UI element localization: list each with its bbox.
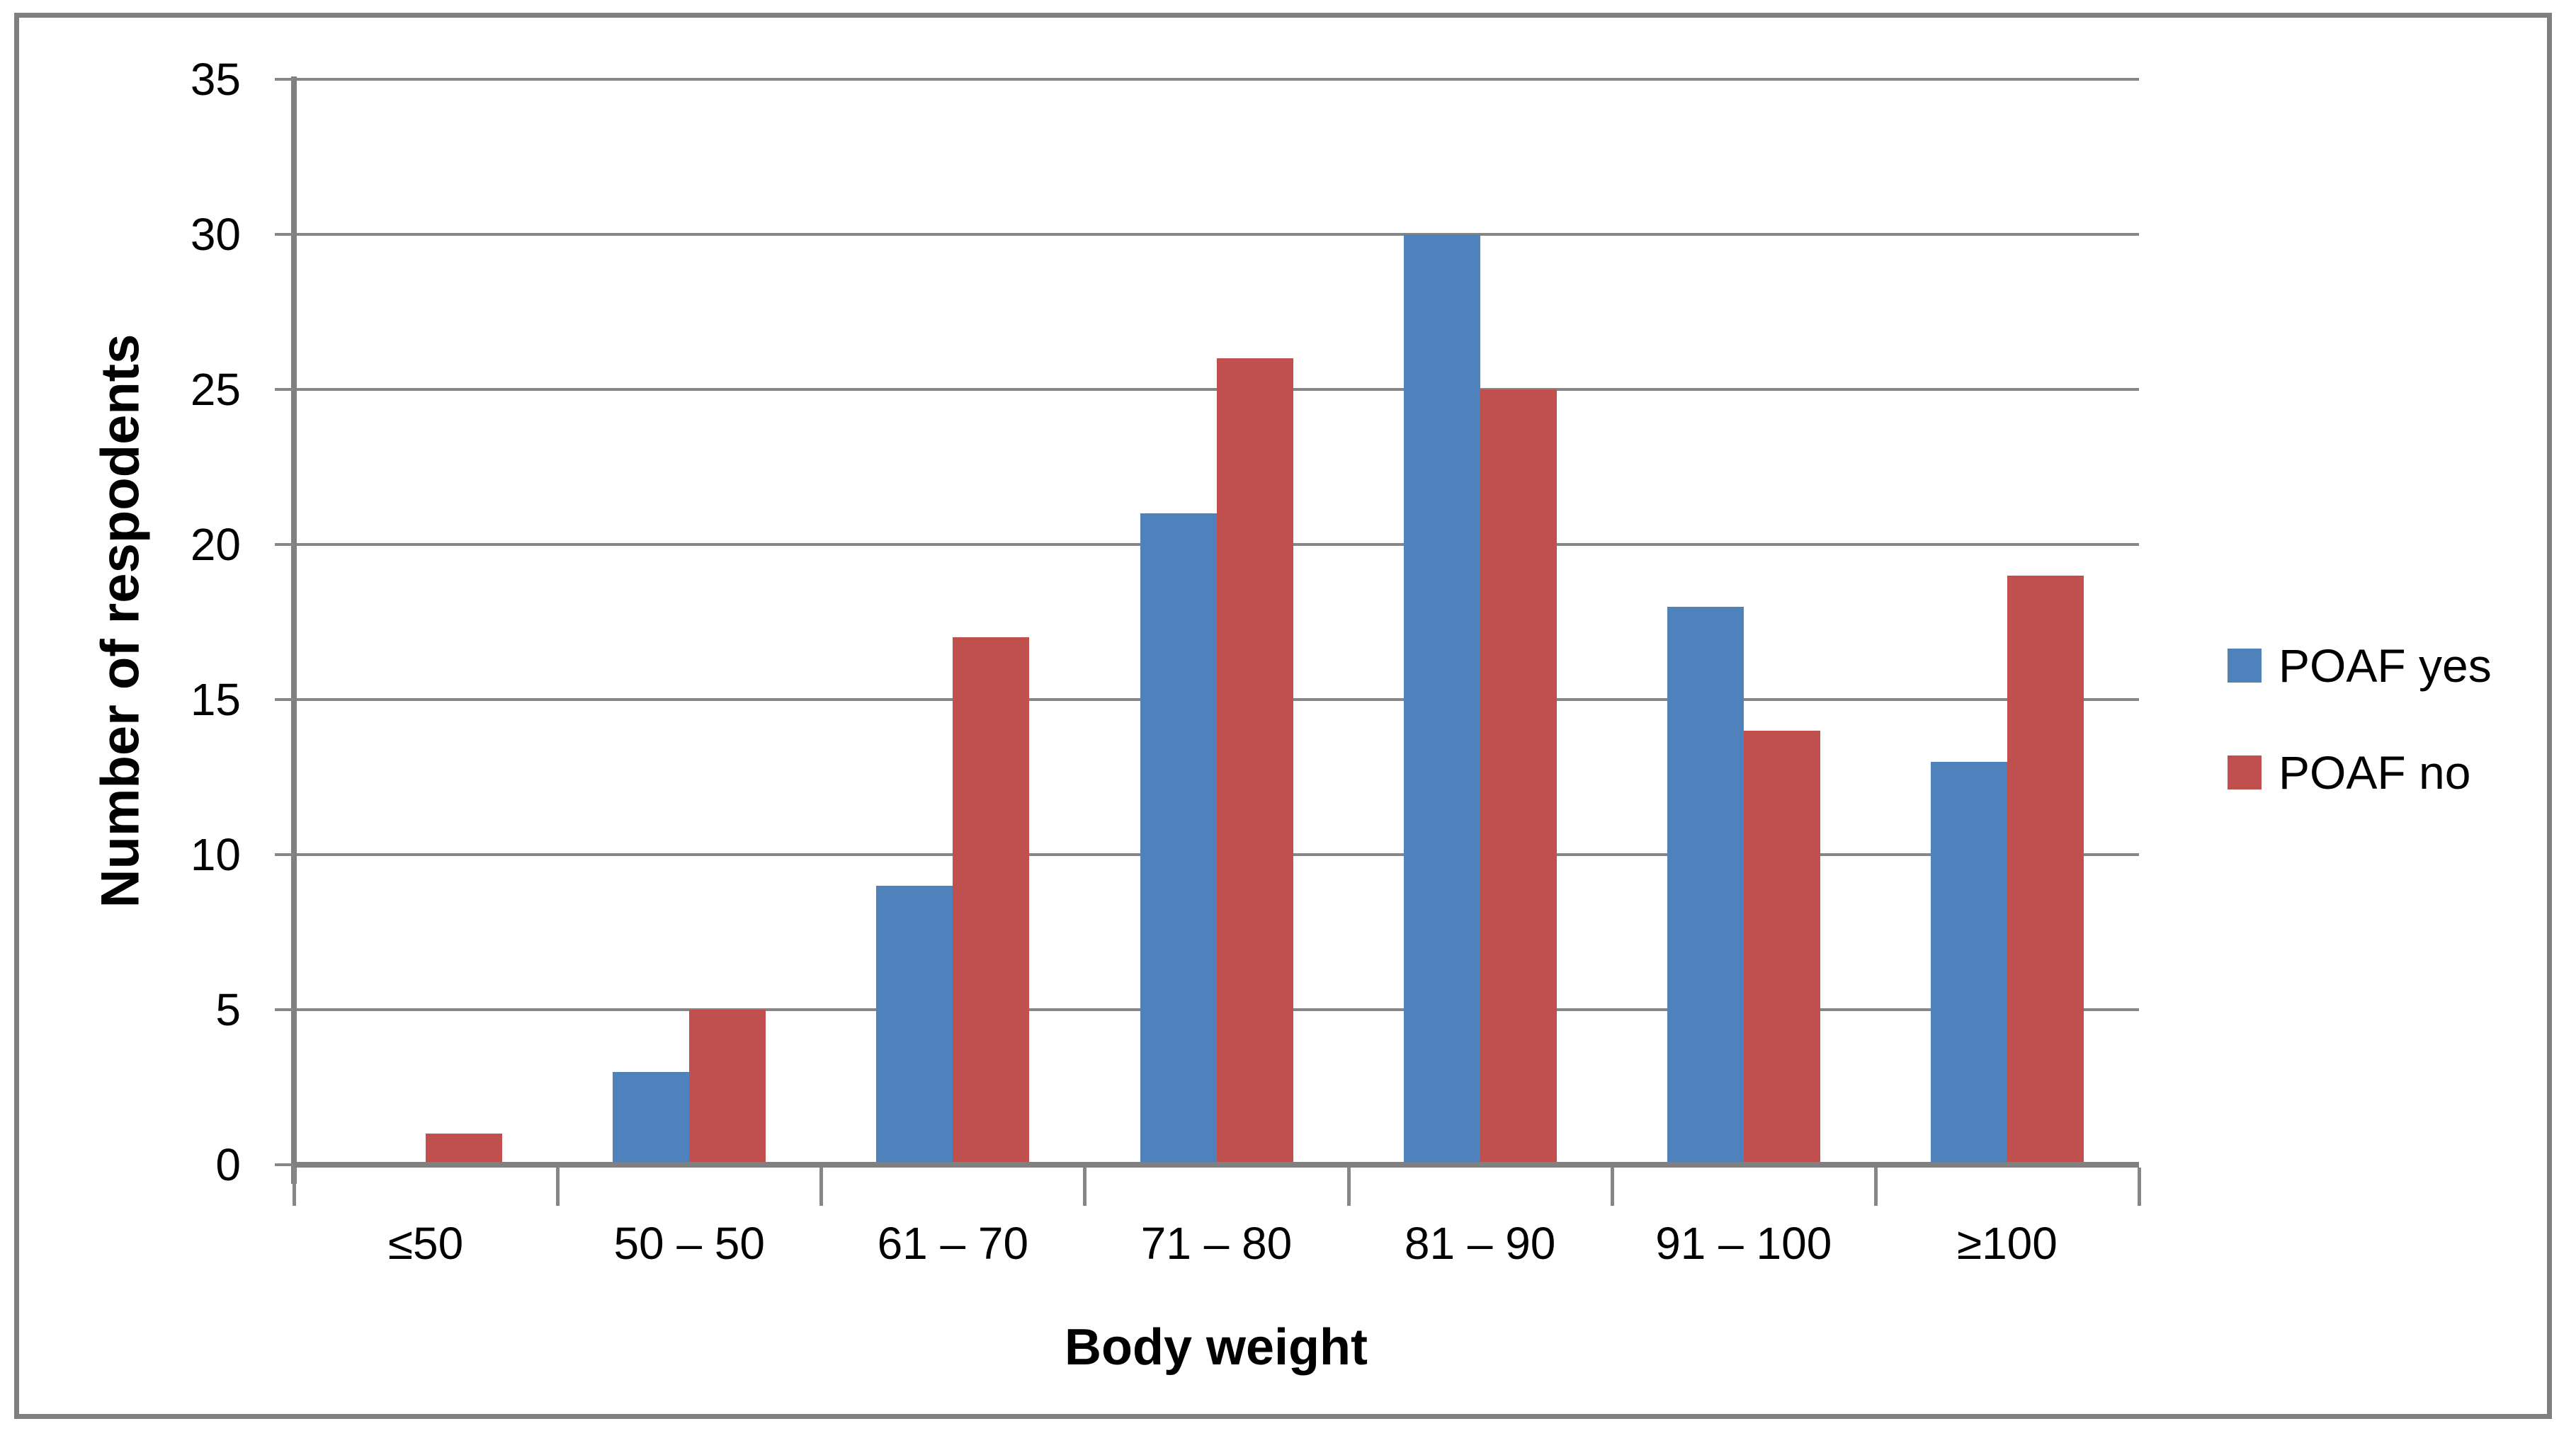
x-tick-mark (1610, 1168, 1614, 1206)
bar-poaf-no (953, 637, 1030, 1165)
x-tick-mark (1873, 1168, 1878, 1206)
bar-poaf-yes (1140, 513, 1217, 1165)
y-tick-label: 30 (190, 209, 241, 260)
x-tick-mark (2138, 1168, 2141, 1206)
bar-poaf-no (689, 1010, 766, 1165)
bar-poaf-no (1743, 730, 1820, 1165)
legend-swatch-poaf-yes (2228, 649, 2262, 683)
legend-label-poaf-yes: POAF yes (2279, 639, 2492, 692)
x-tick-mark (819, 1168, 824, 1206)
bar-poaf-no (1216, 358, 1293, 1165)
x-category-label: 81 – 90 (1404, 1218, 1556, 1269)
y-tick-label: 25 (190, 364, 241, 415)
legend-swatch-poaf-no (2228, 755, 2262, 789)
x-category-label: 61 – 70 (877, 1218, 1029, 1269)
x-category-label: ≤50 (387, 1218, 464, 1269)
y-axis-line (291, 76, 297, 1184)
legend-item-poaf-yes: POAF yes (2228, 641, 2492, 690)
bar-poaf-yes (613, 1071, 690, 1165)
x-category-label: ≥100 (1956, 1218, 2058, 1269)
bar-poaf-yes (1930, 761, 2007, 1165)
y-tick-label: 20 (190, 519, 241, 570)
y-tick-label: 35 (190, 54, 241, 105)
bar-poaf-yes (1403, 234, 1480, 1165)
y-tick-label: 15 (190, 674, 241, 725)
legend-item-poaf-no: POAF no (2228, 748, 2470, 797)
bar-poaf-no (426, 1134, 503, 1165)
x-category-label: 71 – 80 (1140, 1218, 1293, 1269)
bar-poaf-no (1480, 389, 1557, 1165)
x-tick-mark (1346, 1168, 1351, 1206)
gridline (294, 78, 2139, 81)
bar-poaf-yes (876, 885, 953, 1165)
y-tick-mark (275, 78, 294, 81)
y-tick-mark (275, 388, 294, 391)
x-axis-title: Body weight (1065, 1319, 1368, 1376)
legend-label-poaf-no: POAF no (2279, 746, 2471, 799)
x-tick-mark (293, 1168, 296, 1206)
gridline (294, 233, 2139, 236)
y-axis-title: Number of respodents (90, 333, 151, 908)
x-category-label: 91 – 100 (1655, 1218, 1832, 1269)
bar-poaf-yes (1667, 606, 1744, 1165)
y-tick-mark (275, 853, 294, 856)
x-tick-mark (556, 1168, 560, 1206)
y-tick-label: 0 (215, 1139, 241, 1190)
x-category-label: 50 – 50 (613, 1218, 765, 1269)
y-tick-mark (275, 543, 294, 546)
x-tick-mark (1083, 1168, 1087, 1206)
bar-poaf-no (2007, 575, 2084, 1165)
y-tick-mark (275, 1008, 294, 1011)
y-tick-mark (275, 698, 294, 701)
y-tick-mark (275, 233, 294, 236)
y-tick-mark (275, 1163, 294, 1166)
y-tick-label: 10 (190, 829, 241, 880)
x-axis-line (291, 1162, 2139, 1168)
y-tick-label: 5 (215, 984, 241, 1035)
